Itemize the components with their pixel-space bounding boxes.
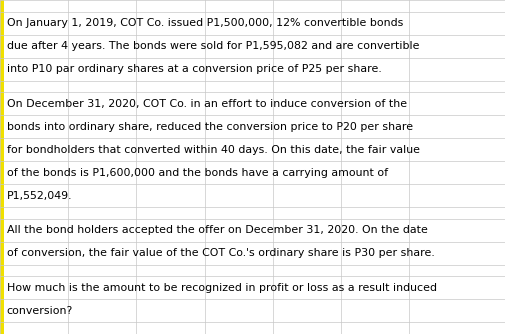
Text: How much is the amount to be recognized in profit or loss as a result induced: How much is the amount to be recognized … <box>7 283 436 293</box>
Text: due after 4 years. The bonds were sold for P1,595,082 and are convertible: due after 4 years. The bonds were sold f… <box>7 41 419 51</box>
Text: conversion?: conversion? <box>7 306 73 316</box>
Text: for bondholders that converted within 40 days. On this date, the fair value: for bondholders that converted within 40… <box>7 145 420 155</box>
Text: into P10 par ordinary shares at a conversion price of P25 per share.: into P10 par ordinary shares at a conver… <box>7 64 381 74</box>
Text: of the bonds is P1,600,000 and the bonds have a carrying amount of: of the bonds is P1,600,000 and the bonds… <box>7 168 388 178</box>
Text: bonds into ordinary share, reduced the conversion price to P20 per share: bonds into ordinary share, reduced the c… <box>7 122 413 132</box>
Text: P1,552,049.: P1,552,049. <box>7 191 72 201</box>
Text: All the bond holders accepted the offer on December 31, 2020. On the date: All the bond holders accepted the offer … <box>7 225 427 235</box>
Bar <box>0 0 4 334</box>
Text: On January 1, 2019, COT Co. issued P1,500,000, 12% convertible bonds: On January 1, 2019, COT Co. issued P1,50… <box>7 18 403 28</box>
Text: of conversion, the fair value of the COT Co.'s ordinary share is P30 per share.: of conversion, the fair value of the COT… <box>7 248 434 259</box>
Text: On December 31, 2020, COT Co. in an effort to induce conversion of the: On December 31, 2020, COT Co. in an effo… <box>7 99 407 109</box>
